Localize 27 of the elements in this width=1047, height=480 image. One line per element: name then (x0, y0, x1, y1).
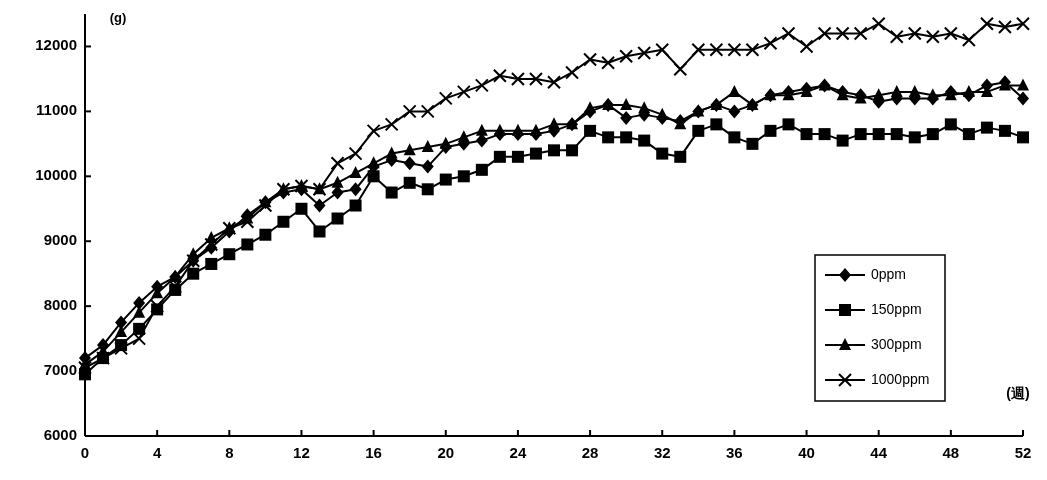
x-tick-label: 12 (293, 444, 310, 461)
x-tick-label: 52 (1014, 444, 1032, 461)
x-tick-label: 8 (225, 444, 234, 461)
y-tick-label: 6000 (43, 425, 77, 443)
x-tick-label: 40 (798, 444, 815, 461)
x-tick-label: 44 (870, 444, 888, 461)
x-tick-label: 0 (80, 444, 90, 461)
y-axis-title: (g) (109, 10, 127, 25)
x-tick-label: 28 (581, 444, 599, 461)
x-tick-label: 20 (437, 444, 455, 461)
legend-label: 0ppm (871, 265, 907, 282)
legend-label: 300ppm (871, 335, 922, 352)
x-tick-label: 4 (152, 444, 162, 461)
x-axis-title: (週) (1006, 385, 1030, 401)
x-tick-label: 48 (942, 444, 960, 461)
y-tick-label: 8000 (43, 296, 77, 314)
legend-label: 150ppm (871, 300, 922, 317)
x-tick-label: 16 (365, 444, 382, 461)
x-tick-label: 36 (726, 444, 743, 461)
y-tick-label: 9000 (43, 231, 77, 249)
legend-label: 1000ppm (871, 370, 930, 387)
y-tick-label: 12000 (35, 36, 77, 54)
x-tick-label: 24 (509, 444, 527, 461)
y-tick-label: 10000 (35, 166, 77, 184)
y-tick-label: 11000 (36, 101, 77, 119)
x-tick-label: 32 (653, 444, 671, 461)
y-tick-label: 7000 (43, 361, 77, 379)
